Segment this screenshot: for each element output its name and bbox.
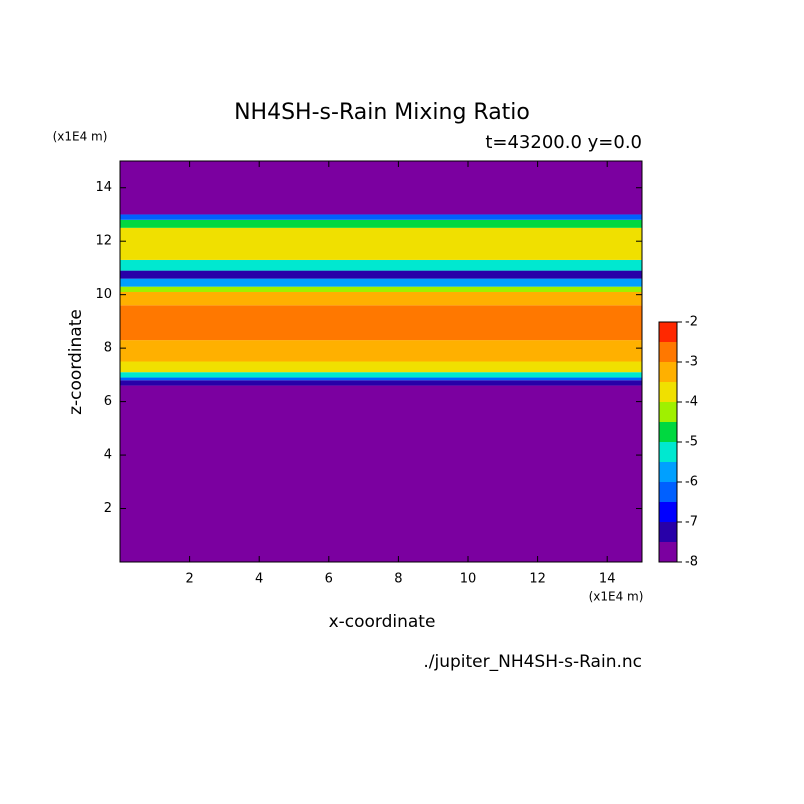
colorbar-swatch (659, 402, 677, 422)
colorbar-swatch (659, 362, 677, 382)
colorbar-swatch (659, 462, 677, 482)
contour-band (120, 219, 642, 228)
contour-band (120, 377, 642, 381)
contour-band (120, 372, 642, 378)
chart-subtitle: t=43200.0 y=0.0 (485, 132, 642, 153)
colorbar-tick-label: -4 (685, 395, 698, 410)
colorbar-swatch (659, 542, 677, 562)
colorbar-tick-label: -7 (685, 515, 698, 530)
x-tick-label: 10 (460, 572, 477, 587)
colorbar-swatch (659, 522, 677, 542)
contour-band (120, 161, 642, 215)
x-tick-label: 12 (529, 572, 546, 587)
contour-band (120, 361, 642, 373)
colorbar-tick-label: -5 (685, 435, 698, 450)
x-tick-label: 6 (325, 572, 333, 587)
x-unit: (x1E4 m) (589, 590, 644, 604)
contour-band (120, 340, 642, 362)
plot-frame (119, 160, 643, 563)
colorbar-tick-label: -3 (685, 355, 698, 370)
contour-band (120, 270, 642, 279)
y-tick-label: 12 (95, 234, 112, 249)
contour-band (120, 227, 642, 260)
colorbar-swatch (659, 442, 677, 462)
contour-band (120, 291, 642, 306)
source-label: ./jupiter_NH4SH-s-Rain.nc (423, 652, 642, 672)
contour-band (120, 380, 642, 386)
colorbar-swatch (659, 422, 677, 442)
colorbar-swatch (659, 322, 677, 342)
y-tick-label: 8 (104, 341, 112, 356)
x-tick-label: 2 (185, 572, 193, 587)
contour-band (120, 214, 642, 220)
colorbar-swatch (659, 382, 677, 402)
contour-band (120, 385, 642, 562)
colorbar-tick-label: -2 (685, 315, 698, 330)
y-tick-label: 14 (95, 180, 112, 195)
chart-title: NH4SH-s-Rain Mixing Ratio (234, 100, 530, 125)
contour-band (120, 286, 642, 292)
y-unit: (x1E4 m) (53, 130, 108, 144)
x-axis-label: x-coordinate (329, 612, 436, 632)
colorbar-tick-label: -6 (685, 475, 698, 490)
y-tick-label: 6 (104, 394, 112, 409)
y-tick-label: 10 (95, 287, 112, 302)
contour-band (120, 278, 642, 287)
x-tick-label: 4 (255, 572, 263, 587)
colorbar-swatch (659, 482, 677, 502)
y-tick-label: 4 (104, 448, 112, 463)
x-tick-label: 14 (599, 572, 616, 587)
y-axis-label: z-coordinate (66, 309, 86, 415)
x-tick-label: 8 (394, 572, 402, 587)
colorbar-tick-label: -8 (685, 555, 698, 570)
contour-band (120, 259, 642, 271)
contour-band (120, 305, 642, 341)
colorbar-swatch (659, 502, 677, 522)
colorbar-swatch (659, 342, 677, 362)
y-tick-label: 2 (104, 501, 112, 516)
